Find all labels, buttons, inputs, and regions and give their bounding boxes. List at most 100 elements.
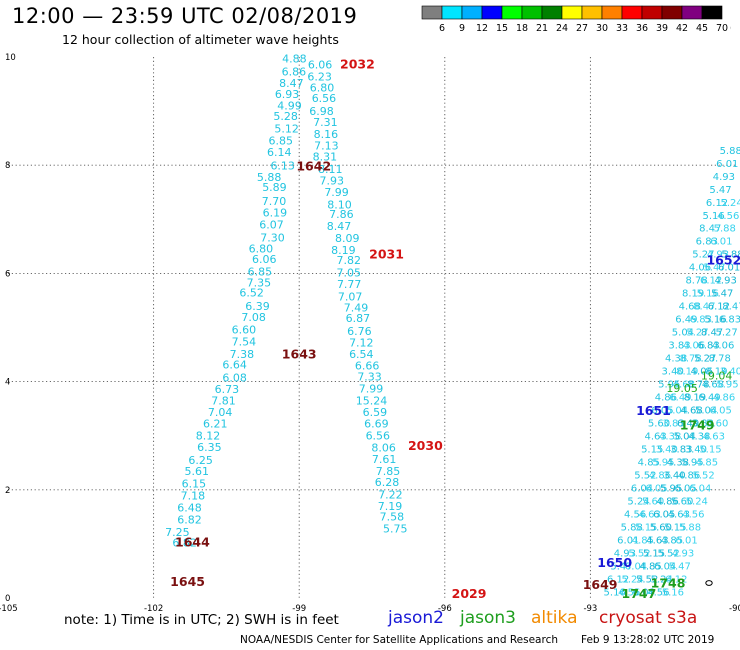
orbit-number-label: 1747 [622,586,657,601]
swath-value-label: 4.85 [632,535,654,546]
swath-value-label: 6.01 [710,237,732,248]
wave-height-value: 6.82 [177,513,202,526]
wave-height-value: 7.93 [319,175,344,188]
wave-height-value: 6.13 [270,160,295,173]
x-tick-label: -105 [0,604,18,614]
wave-height-value: 6.52 [239,287,264,300]
wave-height-value: 5.12 [274,123,299,136]
wave-height-value: 5.75 [383,523,408,536]
orbit-number-label: 2029 [452,586,487,601]
wave-height-value: 6.80 [249,242,274,255]
swath-value-label: 5.47 [703,263,725,274]
orbit-number-label: 1649 [583,577,618,592]
swath-value-label: 4.93 [707,250,729,261]
wave-height-value: 7.85 [376,465,401,478]
wave-height-value: 8.31 [313,150,338,163]
swath-value-label: 4.38 [688,431,710,442]
colorbar-tick-label: 21 [536,23,548,34]
wave-height-value: 7.30 [260,231,285,244]
swath-value-label: 4.56 [682,509,704,520]
swath-value-label: 4.06 [683,341,705,352]
swath-value-label: 6.01 [617,535,639,546]
wave-height-value: 6.56 [366,429,391,442]
wave-height-value: 6.82 [172,537,197,550]
legend-jason3: jason3 [460,608,516,628]
wave-height-value: 7.49 [344,301,369,314]
swath-value-label: 6.01 [675,535,697,546]
wave-height-value: 6.14 [267,146,292,159]
wave-height-value: 7.13 [314,140,339,153]
wave-height-value: 7.70 [262,195,287,208]
swath-value-label: 5.88 [679,522,701,533]
swath-value-label: 5.95 [681,457,703,468]
wave-height-value: 6.98 [309,105,334,118]
swath-value-label: 6.04 [633,587,655,598]
swath-value-label: 4.38 [667,457,689,468]
wave-height-value: 6.59 [363,406,388,419]
swath-value-label: 4.63 [668,509,690,520]
swath-value-label: 5.24 [720,198,740,209]
y-tick-label: 4 [5,378,10,388]
swath-value-label: 3.83 [692,419,714,430]
wave-height-value: 6.64 [222,359,247,372]
swath-value-label: 5.88 [721,250,740,261]
swath-value-label: 4.68 [680,406,702,417]
wave-height-value: 6.25 [188,454,213,467]
swath-value-label: 8.19 [676,367,698,378]
orbit-number-label: 1749 [680,418,715,433]
swath-value-label: 6.05 [651,406,673,417]
wave-height-value: 7.99 [359,382,384,395]
x-tick-label: -93 [583,604,597,614]
swath-value-label: 3.40 [663,470,685,481]
swath-value-label: 4.06 [712,341,734,352]
page-subtitle: 12 hour collection of altimeter wave hei… [62,32,339,47]
wave-height-value: 6.35 [197,441,222,454]
swath-value-label: 6.12 [607,574,629,585]
swath-value-label: 5.15 [635,522,657,533]
wave-height-value: 6.48 [177,501,202,514]
y-tick-label: 10 [5,53,16,63]
swath-value-label: 4.06 [691,367,713,378]
orbit-number-label: 1644 [175,535,210,550]
footer-timestamp: Feb 9 13:28:02 UTC 2019 [581,634,715,646]
wave-height-value: 8.11 [318,163,343,176]
wave-height-value: 6.93 [275,88,300,101]
orbit-number-label: 1748 [651,576,686,591]
swath-value-label: 5.15 [641,444,663,455]
swath-value-label: 5.16 [697,289,719,300]
swath-value-label: 6.83 [690,315,712,326]
swath-value-label: 4.63 [639,509,661,520]
footer-credit: NOAA/NESDIS Center for Satellite Applica… [240,634,558,646]
swath-value-label: 5.15 [643,548,665,559]
wave-height-value: 7.61 [372,453,397,466]
wave-height-value: 6.76 [347,325,372,338]
swath-value-label: 8.78 [685,276,707,287]
y-tick-label: 2 [5,486,10,496]
wave-height-value: 6.15 [182,478,207,491]
x-tick-label: -96 [438,604,452,614]
legend-altika: altika [531,608,578,628]
swath-value-label: 4.68 [679,302,701,313]
swath-value-label: 6.83 [697,341,719,352]
wave-height-value: 7.12 [349,336,374,349]
wave-height-value: 6.66 [355,360,380,373]
swath-value-label: 6.01 [718,263,740,274]
swath-value-label: 5.60 [648,419,670,430]
swath-value-label: 4.56 [647,587,669,598]
orbit-number-label: 1652 [706,253,740,268]
swath-value-label: 5.60 [706,419,728,430]
swath-value-label: 5.16 [662,587,684,598]
swath-value-label: 3.40 [656,444,678,455]
swath-value-label: 5.24 [651,574,673,585]
island-outline [705,580,713,586]
swath-value-label: 5.04 [666,406,688,417]
wave-height-value: 8.10 [327,198,352,211]
wave-height-value: 7.82 [336,254,361,267]
swath-value-label: 4.56 [618,587,640,598]
wave-height-value: 7.05 [336,267,361,280]
swath-value-label: 5.16 [703,211,725,222]
swath-value-label: 5.60 [642,496,664,507]
wave-height-value: 6.21 [203,418,228,431]
swath-value-label: 5.52 [636,574,658,585]
wave-height-value: 8.47 [327,220,352,233]
